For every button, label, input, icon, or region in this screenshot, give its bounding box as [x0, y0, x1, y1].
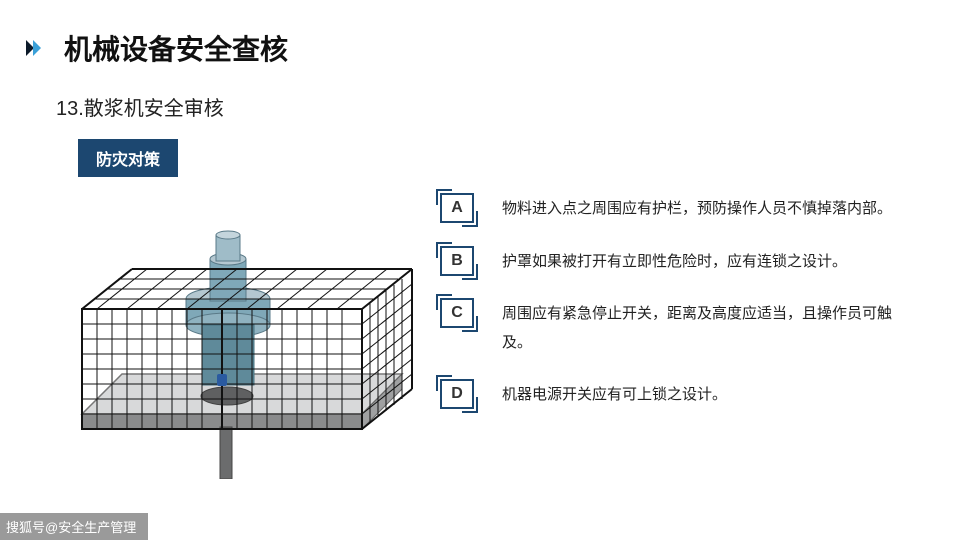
- chevron-icon: [24, 36, 48, 60]
- item-marker: B: [440, 246, 474, 276]
- item-marker: A: [440, 193, 474, 223]
- list-item: D 机器电源开关应有可上锁之设计。: [440, 379, 920, 410]
- item-text: 护罩如果被打开有立即性危险时，应有连锁之设计。: [502, 246, 847, 277]
- item-text: 机器电源开关应有可上锁之设计。: [502, 379, 727, 410]
- item-text: 物料进入点之周围应有护栏，预防操作人员不慎掉落内部。: [502, 193, 892, 224]
- list-item: A 物料进入点之周围应有护栏，预防操作人员不慎掉落内部。: [440, 193, 920, 224]
- item-text: 周围应有紧急停止开关，距离及高度应适当，且操作员可触及。: [502, 298, 920, 357]
- item-marker: C: [440, 298, 474, 328]
- list-item: C 周围应有紧急停止开关，距离及高度应适当，且操作员可触及。: [440, 298, 920, 357]
- header: 机械设备安全查核: [0, 0, 960, 68]
- item-marker: D: [440, 379, 474, 409]
- list-item: B 护罩如果被打开有立即性危险时，应有连锁之设计。: [440, 246, 920, 277]
- watermark: 搜狐号@安全生产管理: [0, 513, 148, 540]
- machine-diagram: [42, 199, 422, 479]
- badge: 防灾对策: [78, 139, 178, 177]
- page-title: 机械设备安全查核: [64, 28, 288, 68]
- subtitle: 13.散浆机安全审核: [56, 92, 960, 121]
- item-list: A 物料进入点之周围应有护栏，预防操作人员不慎掉落内部。 B 护罩如果被打开有立…: [440, 193, 920, 479]
- content-row: A 物料进入点之周围应有护栏，预防操作人员不慎掉落内部。 B 护罩如果被打开有立…: [0, 185, 960, 479]
